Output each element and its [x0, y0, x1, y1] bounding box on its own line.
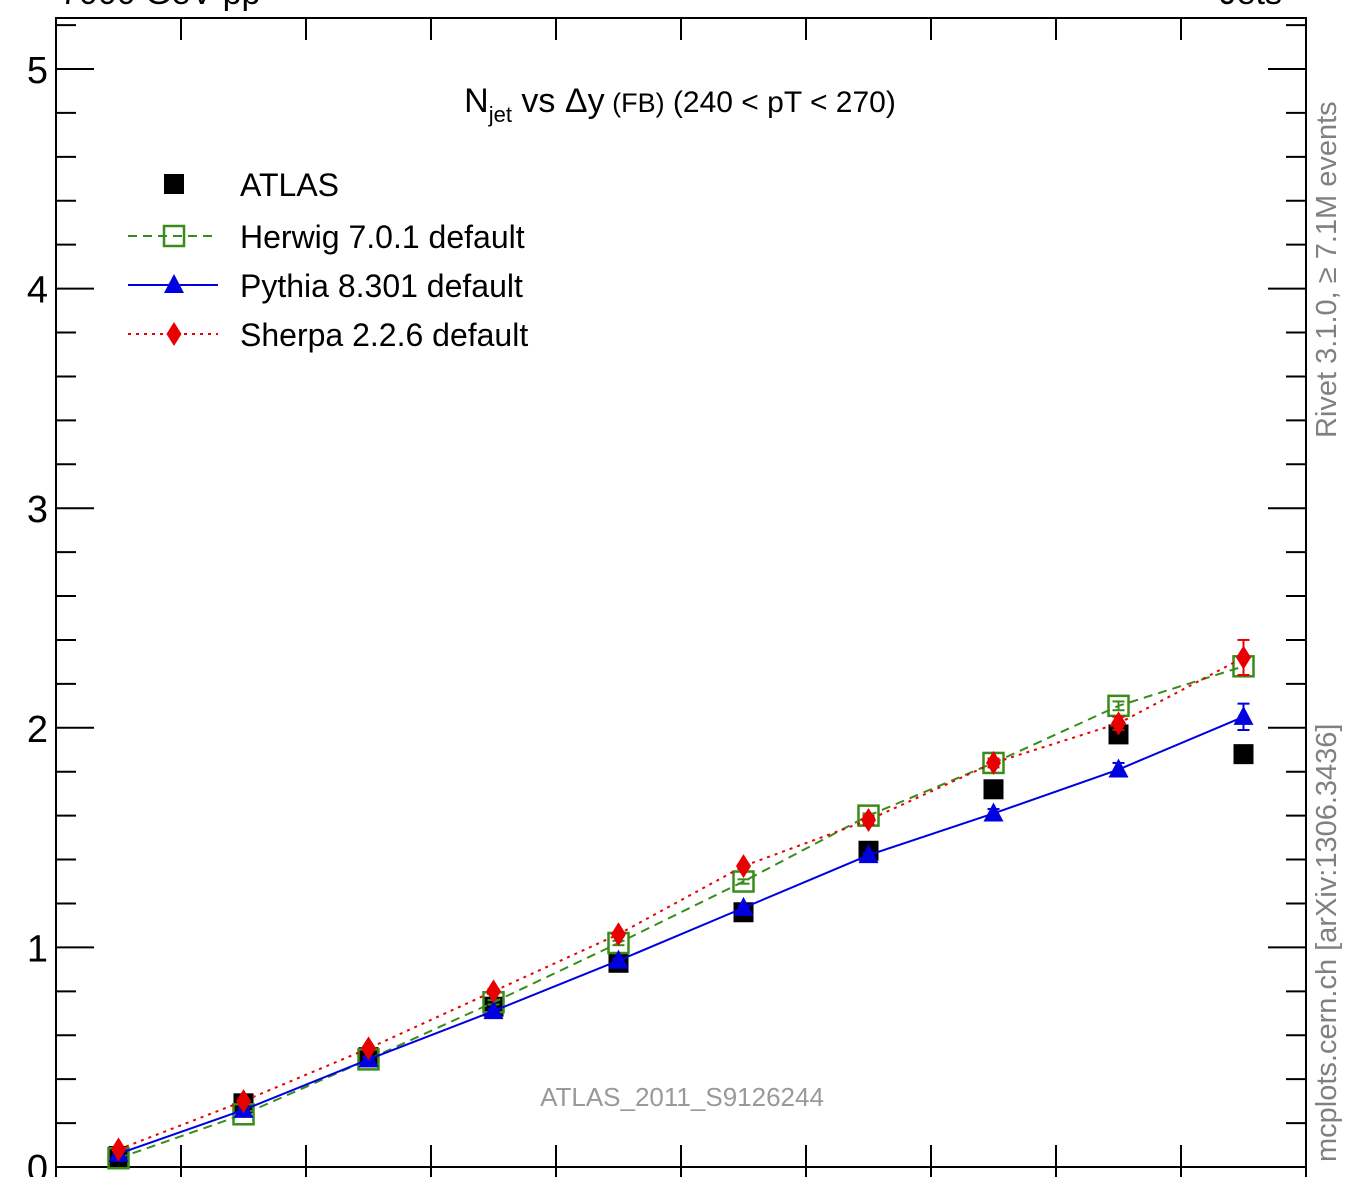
header-left-label: 7000 GeV pp — [60, 0, 260, 12]
data-point — [1233, 705, 1254, 725]
data-point — [983, 779, 1004, 800]
header-right-label: Jets — [1220, 0, 1282, 12]
y-tick-label: 5 — [27, 50, 48, 92]
y-tick-label: 2 — [27, 709, 48, 751]
legend-marker — [162, 224, 186, 248]
data-point — [111, 1137, 126, 1162]
x-axis — [55, 18, 1307, 1177]
data-point — [361, 1036, 376, 1061]
data-point — [983, 802, 1004, 822]
series-sherpa-2-2-6-default — [111, 638, 1251, 1162]
data-point — [736, 854, 751, 879]
series-line — [118, 656, 1244, 1151]
legend-item: Pythia 8.301 default — [128, 268, 523, 304]
series-line — [118, 665, 1244, 1160]
y-tick-label: 0 — [27, 1148, 48, 1177]
title-cut: (240 < pT < 270) — [665, 86, 896, 119]
legend-item: ATLAS — [164, 167, 339, 203]
source-label: mcplots.cern.ch [arXiv:1306.3436] — [1311, 724, 1343, 1162]
legend-marker — [166, 322, 182, 346]
analysis-watermark: ATLAS_2011_S9126244 — [540, 1082, 824, 1112]
data-point — [1233, 744, 1254, 765]
series-line — [118, 715, 1244, 1155]
legend-label: Sherpa 2.2.6 default — [240, 317, 528, 353]
y-tick-label: 3 — [27, 489, 48, 531]
data-point — [1111, 711, 1126, 736]
y-tick-label: 4 — [27, 270, 48, 312]
data-point — [858, 844, 879, 864]
legend-label: ATLAS — [240, 167, 339, 203]
data-point — [608, 949, 629, 969]
legend-label: Pythia 8.301 default — [240, 268, 523, 304]
title-main: N — [464, 82, 489, 120]
data-point — [733, 896, 754, 916]
legend-marker — [164, 174, 184, 194]
title-rest: vs — [512, 82, 565, 120]
data-point — [986, 750, 1001, 775]
data-point — [486, 979, 501, 1004]
chart-title: Njet vs Δy (FB) (240 < pT < 270) — [464, 82, 896, 127]
y-tick-label: 1 — [27, 928, 48, 970]
legend-label: Herwig 7.0.1 default — [240, 219, 525, 255]
legend-item: Herwig 7.0.1 default — [128, 219, 525, 255]
data-point — [483, 1000, 504, 1020]
data-point — [1236, 645, 1251, 670]
data-point — [236, 1089, 251, 1114]
rivet-label: Rivet 3.1.0, ≥ 7.1M events — [1311, 101, 1343, 438]
data-point — [861, 808, 876, 833]
data-point — [611, 922, 626, 947]
data-point — [1108, 758, 1129, 778]
y-axis: 0 1 2 3 4 5 — [27, 24, 1306, 1177]
title-sub: jet — [488, 102, 512, 127]
legend-marker — [164, 274, 184, 293]
series-layer — [107, 638, 1255, 1170]
title-delta: Δy — [565, 82, 605, 120]
title-small: (FB) — [605, 88, 665, 118]
legend-item: Sherpa 2.2.6 default — [128, 317, 528, 353]
legend: ATLAS Herwig 7.0.1 default Pythia 8.301 de… — [128, 167, 528, 353]
